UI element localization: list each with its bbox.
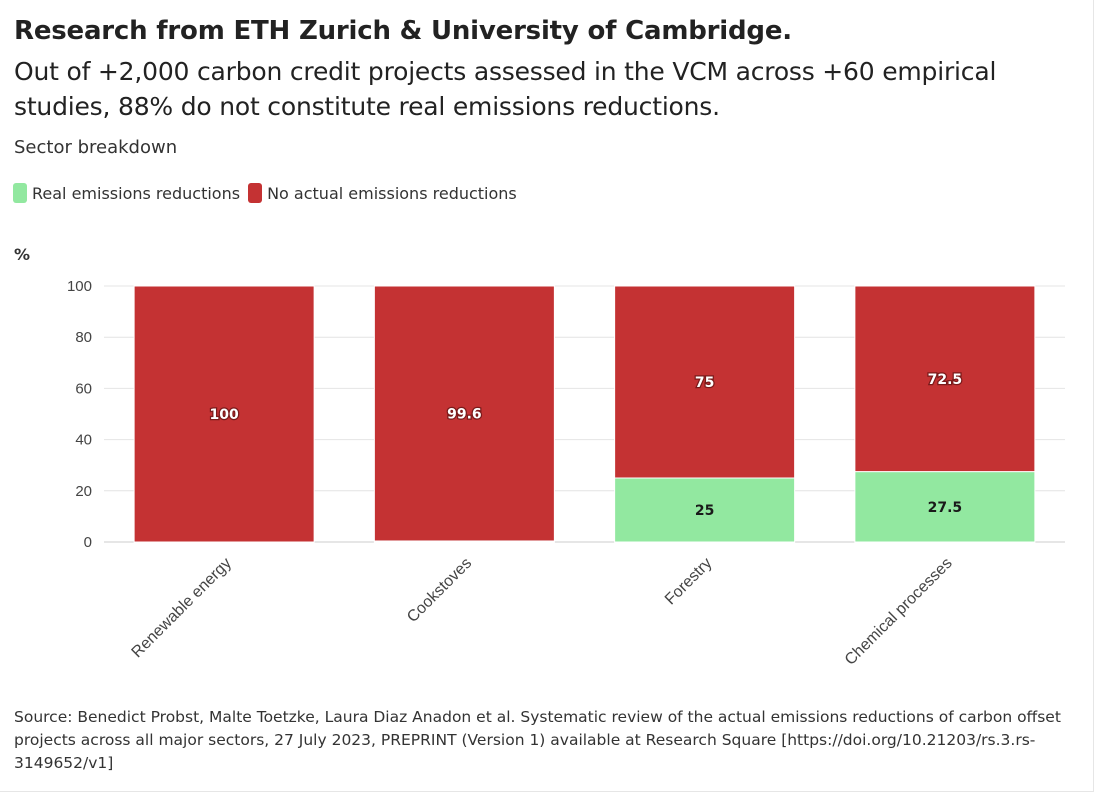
source-note: Source: Benedict Probst, Malte Toetzke, … xyxy=(14,708,1061,772)
bar-segment[interactable] xyxy=(614,477,796,543)
data-label: 25 xyxy=(695,503,714,519)
legend-label-no-actual: No actual emissions reductions xyxy=(267,183,517,203)
y-axis-ticks: 0 20 40 60 80 100 xyxy=(67,278,92,551)
legend-item-real[interactable]: Real emissions reductions xyxy=(13,183,240,203)
bar-segment[interactable] xyxy=(854,285,1036,473)
bars xyxy=(133,285,1036,543)
data-label: 72.5 xyxy=(928,372,963,388)
x-tick-label: Cookstoves xyxy=(404,555,475,626)
stacked-bar-chart: 0 20 40 60 80 100 100 99.6 25 75 27.5 72.5 Renewab… xyxy=(67,278,1065,669)
legend-label-real: Real emissions reductions xyxy=(32,183,241,203)
y-tick-label: 60 xyxy=(75,380,92,397)
data-label: 99.6 xyxy=(447,406,482,422)
y-tick-label: 100 xyxy=(67,278,92,295)
data-labels: 100 99.6 25 75 27.5 72.5 xyxy=(208,371,963,519)
y-tick-label: 20 xyxy=(75,483,92,500)
legend-swatch-real xyxy=(13,183,27,203)
y-tick-label: 0 xyxy=(84,534,92,551)
legend-item-no-actual[interactable]: No actual emissions reductions xyxy=(248,183,517,203)
y-tick-label: 40 xyxy=(75,432,92,449)
chart-subtitle: Out of +2,000 carbon credit projects ass… xyxy=(14,57,997,121)
x-tick-label: Renewable energy xyxy=(129,555,235,661)
x-tick-label: Chemical processes xyxy=(842,555,956,669)
y-tick-label: 80 xyxy=(75,329,92,346)
legend: Real emissions reductions No actual emis… xyxy=(13,183,525,203)
bar-segment[interactable] xyxy=(854,471,1036,543)
legend-swatch-no-actual xyxy=(248,183,263,203)
bar-segment[interactable] xyxy=(133,285,315,543)
y-axis-unit-label: % xyxy=(14,245,31,264)
bar-segment[interactable] xyxy=(614,285,796,479)
chart-title: Research from ETH Zurich & University of… xyxy=(14,16,792,46)
bar-segment[interactable] xyxy=(373,285,555,542)
data-label: 75 xyxy=(695,375,714,391)
chart-description: Sector breakdown xyxy=(14,137,178,158)
data-label: 100 xyxy=(210,407,239,423)
x-axis-ticks: Renewable energy Cookstoves Forestry Chemic… xyxy=(129,555,956,669)
data-label: 27.5 xyxy=(928,500,963,516)
x-tick-label: Forestry xyxy=(662,555,716,609)
